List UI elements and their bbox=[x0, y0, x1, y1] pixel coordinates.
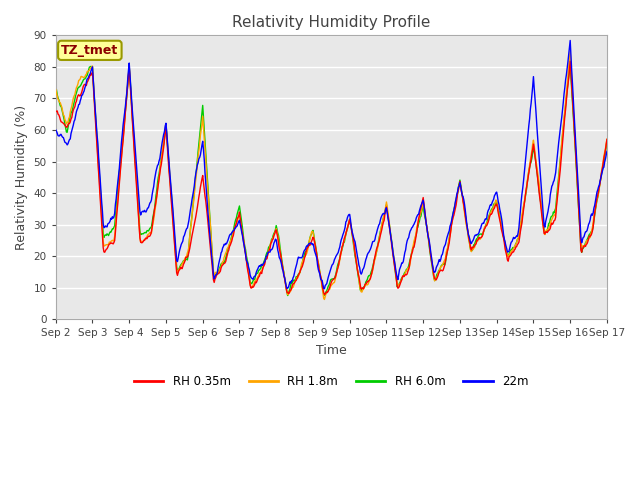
Legend: RH 0.35m, RH 1.8m, RH 6.0m, 22m: RH 0.35m, RH 1.8m, RH 6.0m, 22m bbox=[129, 371, 534, 393]
Y-axis label: Relativity Humidity (%): Relativity Humidity (%) bbox=[15, 105, 28, 250]
Text: TZ_tmet: TZ_tmet bbox=[61, 44, 118, 57]
X-axis label: Time: Time bbox=[316, 344, 347, 357]
Title: Relativity Humidity Profile: Relativity Humidity Profile bbox=[232, 15, 431, 30]
